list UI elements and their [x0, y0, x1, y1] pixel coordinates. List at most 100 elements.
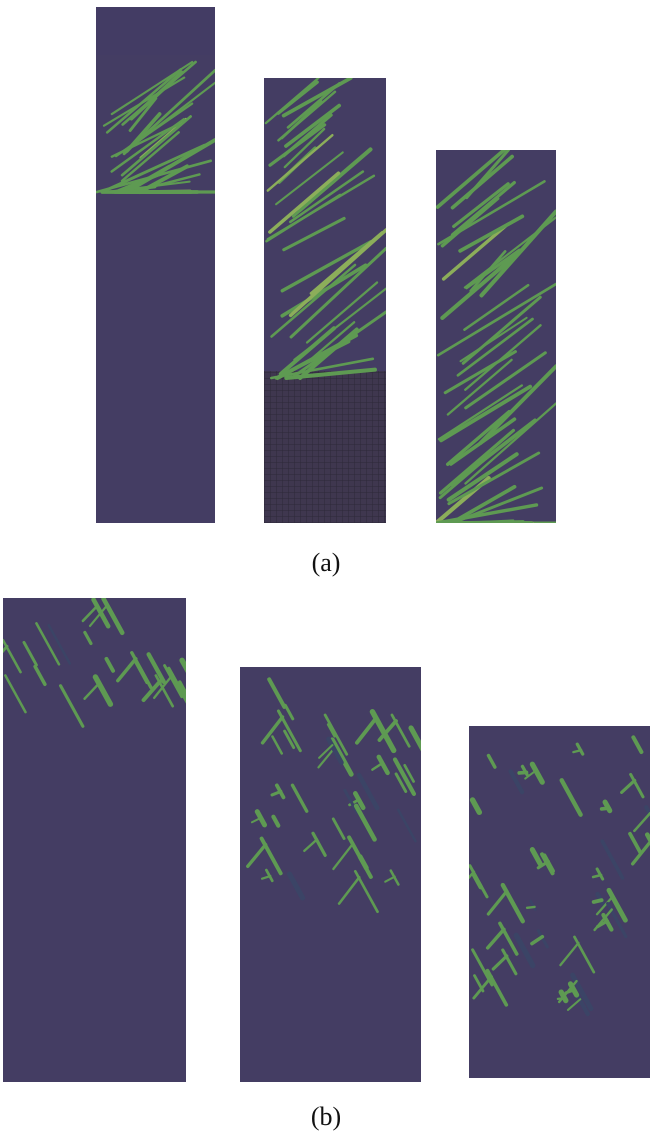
- specimen-a3-crack: [464, 402, 556, 485]
- specimen-b1-crack: [83, 630, 93, 646]
- specimen-a2-crack: [278, 326, 337, 376]
- specimen-b3-crack: [473, 974, 485, 993]
- specimen-b3-crack: [606, 887, 628, 923]
- specimen-b1-crack: [91, 598, 111, 629]
- specimen-a1-crack: [129, 70, 184, 121]
- specimen-a3-crack: [441, 223, 508, 281]
- specimen-b2-crack: [290, 783, 309, 813]
- specimen-b2-crack: [271, 814, 281, 828]
- specimen-b2-crack: [260, 715, 285, 745]
- specimen-b3-crack: [540, 852, 555, 876]
- specimen-b1-crack: [179, 657, 186, 674]
- panel-b2: [240, 667, 421, 1082]
- specimen-a3-crack: [452, 182, 510, 228]
- specimen-a1-crack: [120, 115, 192, 177]
- specimen-a1-crack: [125, 112, 162, 153]
- specimen-b3-crack: [501, 948, 518, 976]
- specimen-b2-crack: [318, 744, 334, 759]
- specimen-a2-crack: [305, 281, 379, 344]
- specimen-b3-crack: [559, 941, 580, 967]
- panel-b2-crack-pattern: [240, 667, 421, 1082]
- specimen-b3-crack: [564, 988, 576, 995]
- specimen-b2-crack: [397, 808, 417, 843]
- specimen-a3-crack: [449, 484, 517, 523]
- specimen-b2-crack: [267, 677, 287, 709]
- specimen-b2-crack: [326, 723, 337, 738]
- specimen-b3-crack: [595, 895, 615, 916]
- specimen-b2-crack: [250, 816, 263, 824]
- specimen-b3-crack: [644, 805, 650, 819]
- specimen-b1-crack: [3, 644, 9, 654]
- specimen-a2-crack: [268, 171, 341, 234]
- specimen-b2-crack: [394, 772, 408, 793]
- specimen-a3-crack: [478, 364, 556, 446]
- specimen-b2-crack: [337, 875, 361, 905]
- specimen-b2-crack: [311, 831, 327, 857]
- specimen-a1-crack: [124, 138, 215, 194]
- specimen-a3-crack: [450, 154, 514, 210]
- specimen-b3-crack: [471, 948, 494, 987]
- specimen-b1-crack: [104, 656, 116, 673]
- specimen-b3-crack: [491, 954, 509, 971]
- specimen-b1-crack: [116, 656, 138, 683]
- specimen-b3-crack: [575, 742, 585, 756]
- specimen-b3-crack: [525, 905, 536, 910]
- specimen-b1-crack: [4, 674, 27, 714]
- specimen-a2-crack: [288, 170, 365, 224]
- specimen-b2-crack: [326, 736, 344, 765]
- specimen-b3-crack: [529, 847, 543, 867]
- specimen-a2-crack: [309, 321, 356, 361]
- specimen-b3-crack: [572, 749, 583, 754]
- specimen-b2-crack: [286, 871, 306, 901]
- specimen-a2-crack: [274, 340, 351, 380]
- specimen-b2-crack: [343, 788, 359, 815]
- specimen-b3-crack: [469, 797, 483, 816]
- panel-a1-crack-pattern: [96, 7, 215, 523]
- specimen-a2-crack: [277, 90, 337, 142]
- specimen-b3-crack: [485, 927, 506, 950]
- specimen-b2-crack: [260, 874, 272, 880]
- specimen-b2-crack: [392, 757, 417, 796]
- specimen-b2-crack: [270, 789, 283, 797]
- specimen-a1-crack: [96, 159, 212, 194]
- specimen-b2-crack: [403, 763, 415, 783]
- specimen-a3-crack: [447, 451, 541, 506]
- specimen-b3-crack: [599, 806, 611, 811]
- specimen-b3-crack: [566, 998, 582, 1011]
- specimen-a3-crack: [463, 216, 556, 289]
- specimen-b3-crack: [620, 778, 637, 794]
- specimen-b3-crack: [486, 889, 509, 916]
- specimen-b1-crack: [146, 652, 166, 685]
- specimen-a3-crack: [443, 350, 517, 395]
- specimen-b2-crack: [271, 735, 284, 755]
- specimen-a2-crack: [266, 133, 334, 192]
- specimen-b2-crack: [331, 817, 346, 840]
- specimen-b2-crack: [353, 803, 377, 842]
- specimen-a1-crack: [102, 76, 186, 127]
- specimen-a3-crack: [463, 283, 530, 331]
- specimen-b2-crack: [408, 725, 421, 752]
- caption-a: (a): [311, 548, 341, 577]
- specimen-a2-crack: [283, 127, 326, 169]
- specimen-b1-crack: [35, 622, 61, 666]
- specimen-a1-crack: [130, 173, 201, 194]
- specimen-a1-crack: [110, 117, 186, 173]
- specimen-b3-crack: [530, 934, 545, 946]
- caption-b: (b): [310, 1102, 342, 1131]
- specimen-b3-crack: [517, 770, 529, 775]
- panel-a2-crack-pattern: [264, 78, 386, 523]
- specimen-b1-crack: [88, 603, 109, 628]
- specimen-a3-crack: [446, 452, 519, 502]
- specimen-a1-crack: [100, 143, 206, 194]
- specimen-b2-crack: [371, 761, 385, 771]
- specimen-b2-crack: [283, 729, 296, 750]
- specimen-b3-crack: [628, 831, 643, 855]
- specimen-b1-crack: [178, 680, 186, 697]
- specimen-a2-crack: [270, 263, 357, 338]
- specimen-a2-crack: [280, 240, 373, 293]
- specimen-b1-crack: [81, 604, 99, 623]
- specimen-b3-crack: [630, 839, 650, 866]
- specimen-b3-crack: [559, 778, 583, 817]
- specimen-a1-crack: [120, 131, 180, 183]
- specimen-a2-crack: [266, 174, 376, 241]
